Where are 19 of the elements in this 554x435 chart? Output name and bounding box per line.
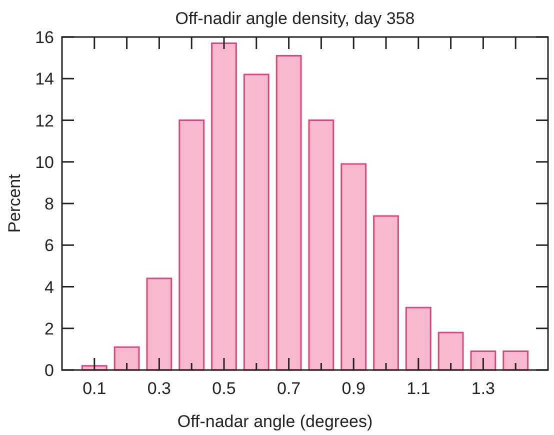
y-tick-label: 0 <box>44 361 54 380</box>
x-tick-label: 0.1 <box>82 379 106 398</box>
x-axis-title: Off-nadar angle (degrees) <box>177 412 373 431</box>
y-tick-label: 10 <box>35 152 54 172</box>
x-tick-label: 0.7 <box>276 379 301 398</box>
x-tick-label: 0.9 <box>342 379 366 398</box>
x-tick-label: 1.3 <box>471 379 496 398</box>
x-tick-label: 0.5 <box>212 379 236 398</box>
chart-title: Off-nadir angle density, day 358 <box>175 9 415 28</box>
y-tick-label: 6 <box>44 236 54 256</box>
x-tick-label: 1.1 <box>406 379 430 398</box>
x-tick-label: 0.3 <box>147 379 172 398</box>
y-tick-label: 4 <box>44 278 54 297</box>
y-tick-label: 8 <box>44 194 54 214</box>
y-tick-label: 12 <box>35 111 54 130</box>
y-axis-title: Percent <box>5 174 24 233</box>
y-tick-label: 2 <box>44 319 54 338</box>
y-tick-label: 14 <box>35 70 54 89</box>
y-tick-label: 16 <box>35 28 54 47</box>
